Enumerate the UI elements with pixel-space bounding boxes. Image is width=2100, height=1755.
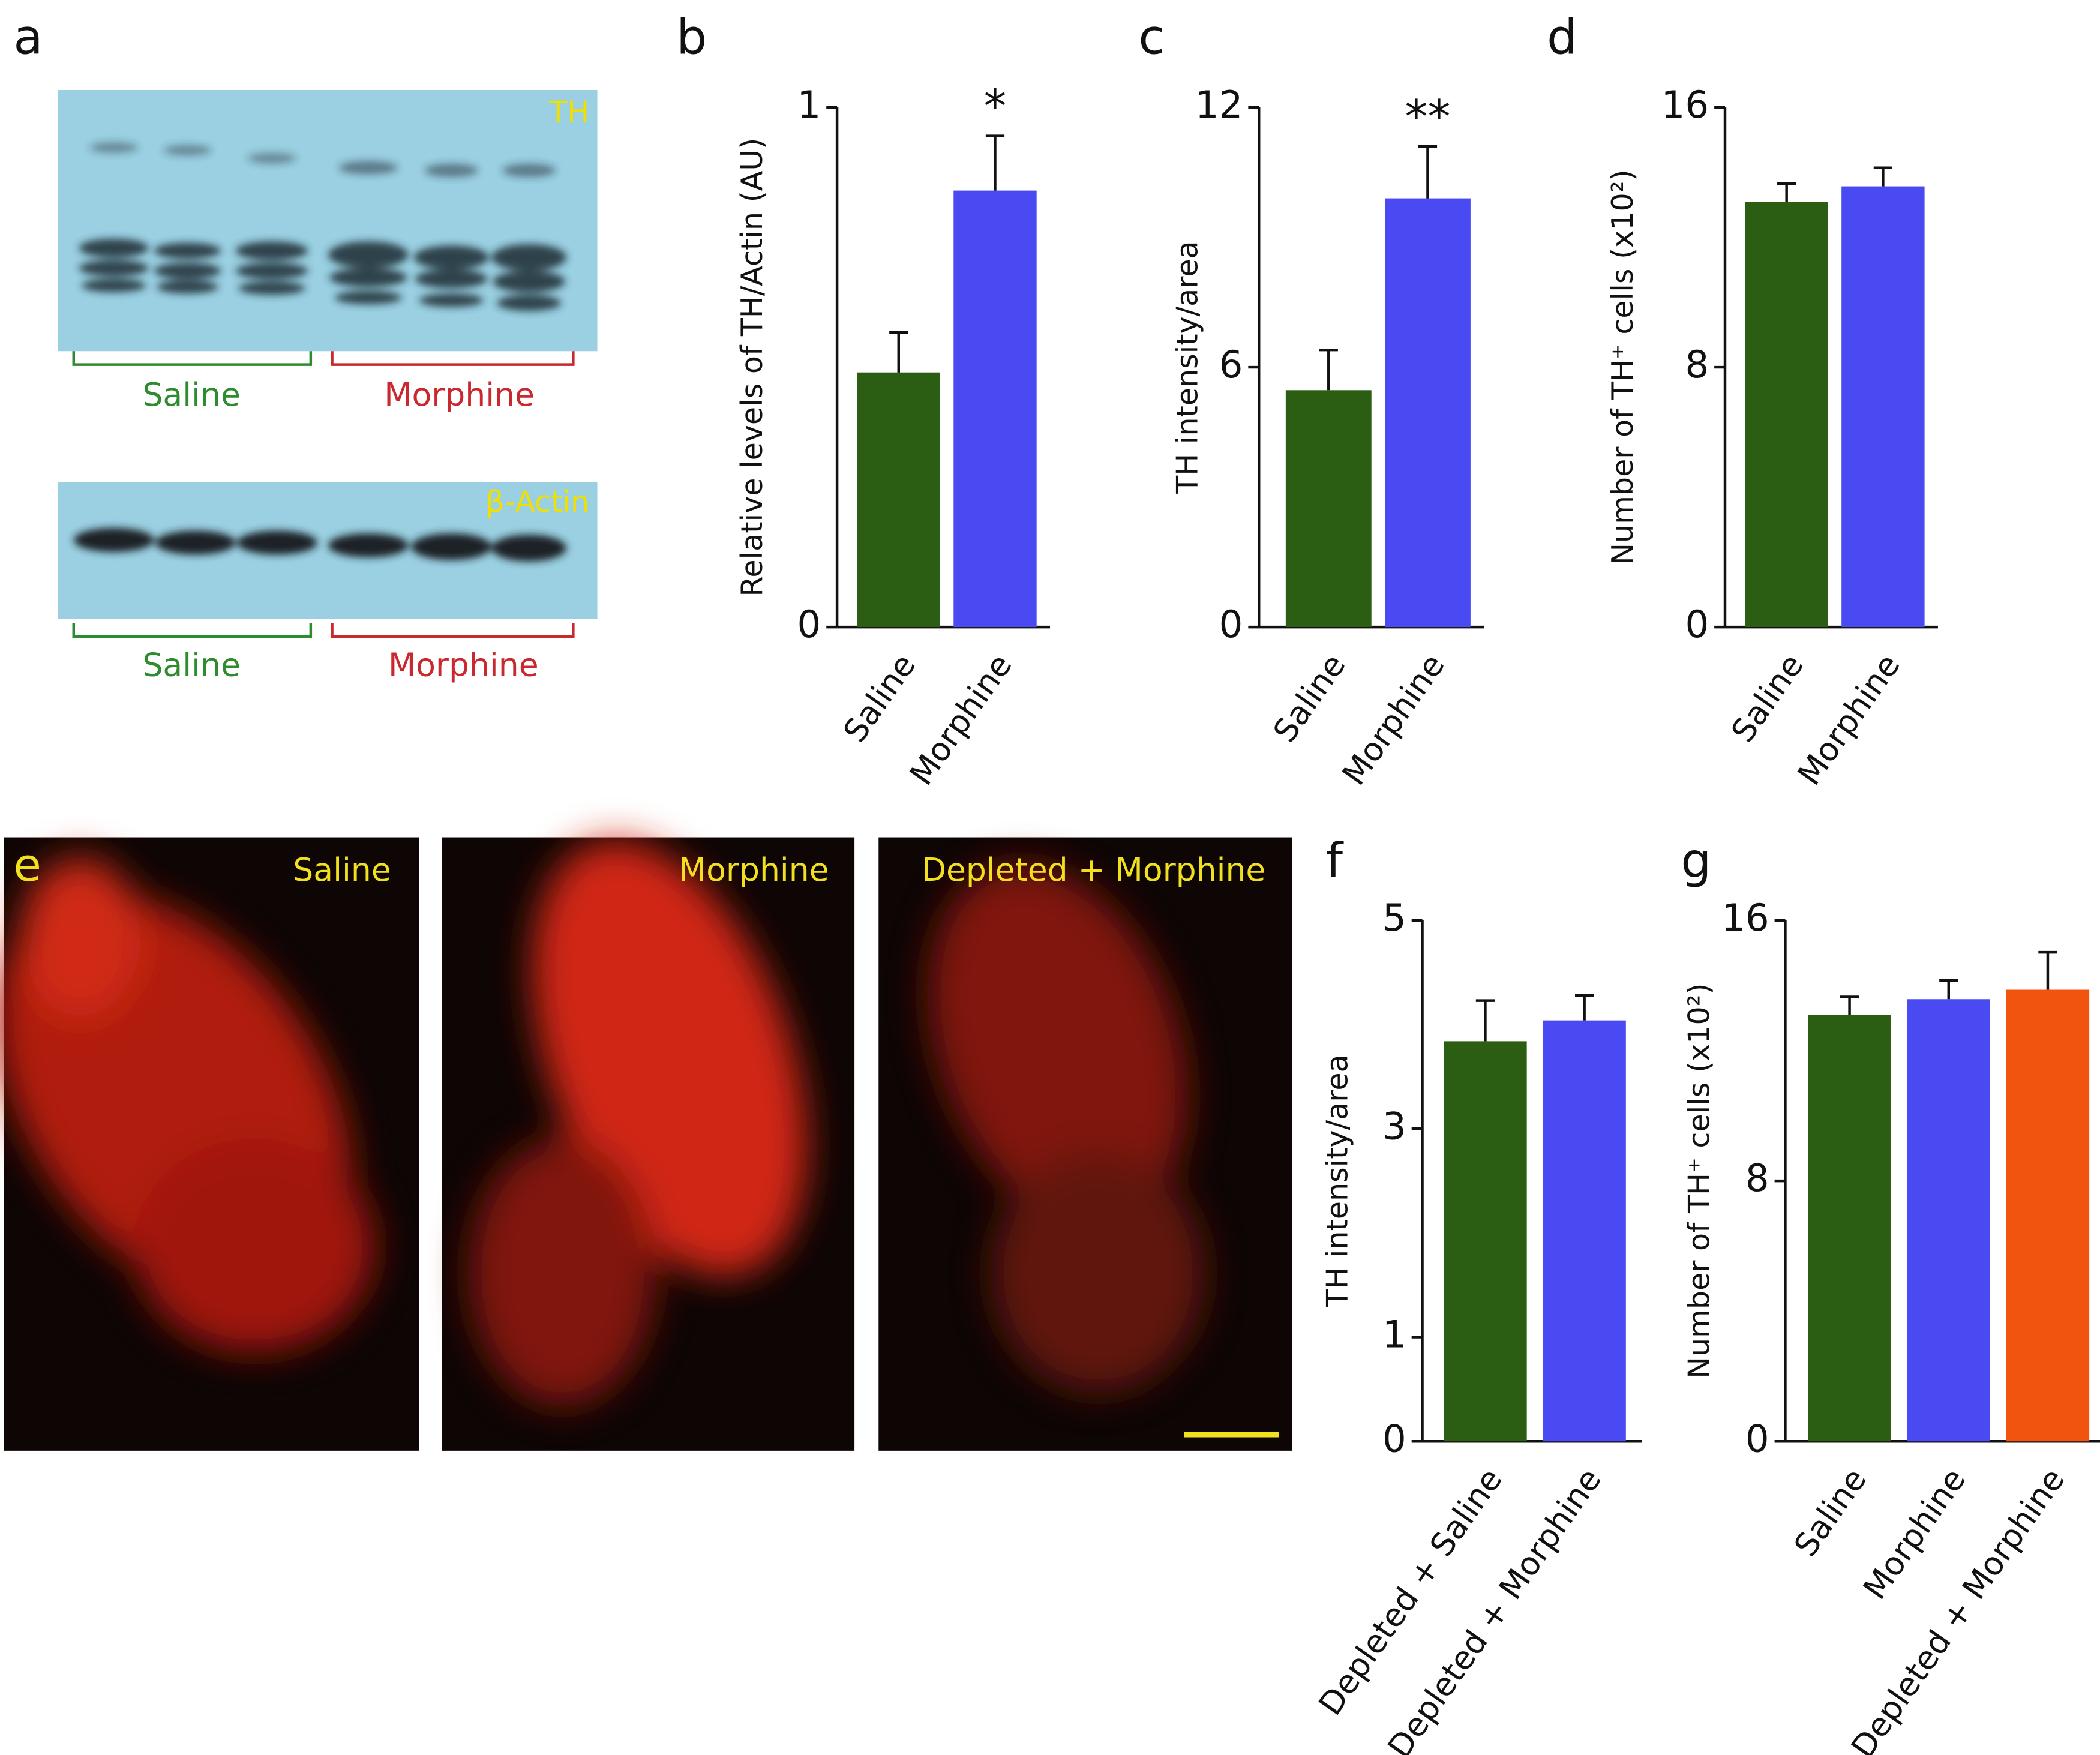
y-axis-label: TH intensity/area: [1170, 241, 1205, 494]
bar: [1808, 1015, 1891, 1442]
panel-label: c: [1138, 8, 1165, 65]
y-tick-label: 0: [1219, 602, 1243, 646]
group-label: Morphine: [388, 646, 539, 684]
bar: [1841, 186, 1925, 628]
bar: [1444, 1041, 1527, 1442]
y-axis-label: Number of TH⁺ cells (x10²): [1681, 983, 1716, 1378]
bar: [1907, 999, 1990, 1442]
error-bar: [1319, 348, 1338, 391]
y-tick-label: 16: [1661, 83, 1709, 127]
bracket: [331, 351, 575, 366]
x-tick-label: Saline: [1724, 647, 1811, 749]
bar: [1285, 390, 1372, 628]
y-tick-label: 3: [1382, 1104, 1406, 1148]
bracket: [331, 623, 575, 638]
error-bar: [889, 331, 908, 373]
panel-label: a: [13, 8, 43, 65]
y-tick-label: 8: [1745, 1156, 1769, 1200]
y-tick-label: 16: [1721, 896, 1769, 940]
x-tick-label: Saline: [836, 647, 923, 749]
panel-label: g: [1681, 832, 1711, 889]
error-bar: [985, 134, 1005, 191]
panel-label: d: [1547, 8, 1577, 65]
blot-image: [57, 90, 598, 352]
significance: *: [984, 80, 1007, 133]
y-tick-label: 1: [797, 83, 821, 127]
error-bar: [1475, 999, 1495, 1042]
bracket: [72, 351, 313, 366]
panel-label: e: [13, 839, 41, 892]
image-label: Morphine: [679, 851, 829, 889]
bar: [1385, 198, 1471, 628]
error-bar: [2038, 950, 2057, 990]
y-axis-label: TH intensity/area: [1320, 1054, 1355, 1307]
error-bar: [1575, 994, 1594, 1021]
x-tick-label: Saline: [1787, 1462, 1874, 1564]
blot-bands: [79, 142, 567, 311]
group-label: Saline: [142, 646, 240, 684]
y-tick-label: 1: [1382, 1313, 1406, 1357]
panel-label: b: [676, 8, 707, 65]
y-axis-label: Relative levels of TH/Actin (AU): [734, 138, 769, 597]
blot-bands: [73, 527, 567, 562]
fluorescence: [0, 840, 1205, 1407]
significance: **: [1405, 90, 1451, 143]
y-tick-label: 8: [1685, 343, 1709, 386]
y-tick-label: 0: [1685, 602, 1709, 646]
y-tick-label: 6: [1219, 343, 1243, 386]
group-label: Morphine: [384, 376, 535, 413]
y-tick-label: 0: [1382, 1417, 1406, 1460]
y-tick-label: 12: [1195, 83, 1243, 127]
error-bar: [1840, 995, 1859, 1015]
bracket: [72, 623, 313, 638]
x-tick-label: Depleted + Saline: [1311, 1462, 1510, 1723]
error-bar: [1873, 166, 1893, 187]
y-tick-label: 5: [1382, 896, 1406, 940]
image-label: Saline: [293, 851, 391, 889]
x-tick-label: Depleted + Morphine: [1844, 1462, 2072, 1755]
error-bar: [1939, 979, 1958, 1000]
error-bar: [1777, 182, 1796, 202]
bar: [857, 372, 940, 628]
y-axis-label: Number of TH⁺ cells (x10²): [1605, 169, 1640, 565]
bar: [1745, 201, 1828, 628]
bar: [1543, 1020, 1626, 1442]
group-label: Saline: [142, 376, 240, 413]
blot-marker: β-Actin: [485, 484, 589, 519]
image-label: Depleted + Morphine: [922, 851, 1266, 889]
x-tick-label: Saline: [1265, 647, 1352, 749]
y-tick-label: 0: [797, 602, 821, 646]
y-tick-label: 0: [1745, 1417, 1769, 1460]
panel-label: f: [1326, 832, 1344, 889]
blot-marker: TH: [548, 95, 589, 130]
error-bar: [1418, 145, 1438, 199]
bar: [2006, 989, 2090, 1442]
bar: [953, 190, 1037, 628]
